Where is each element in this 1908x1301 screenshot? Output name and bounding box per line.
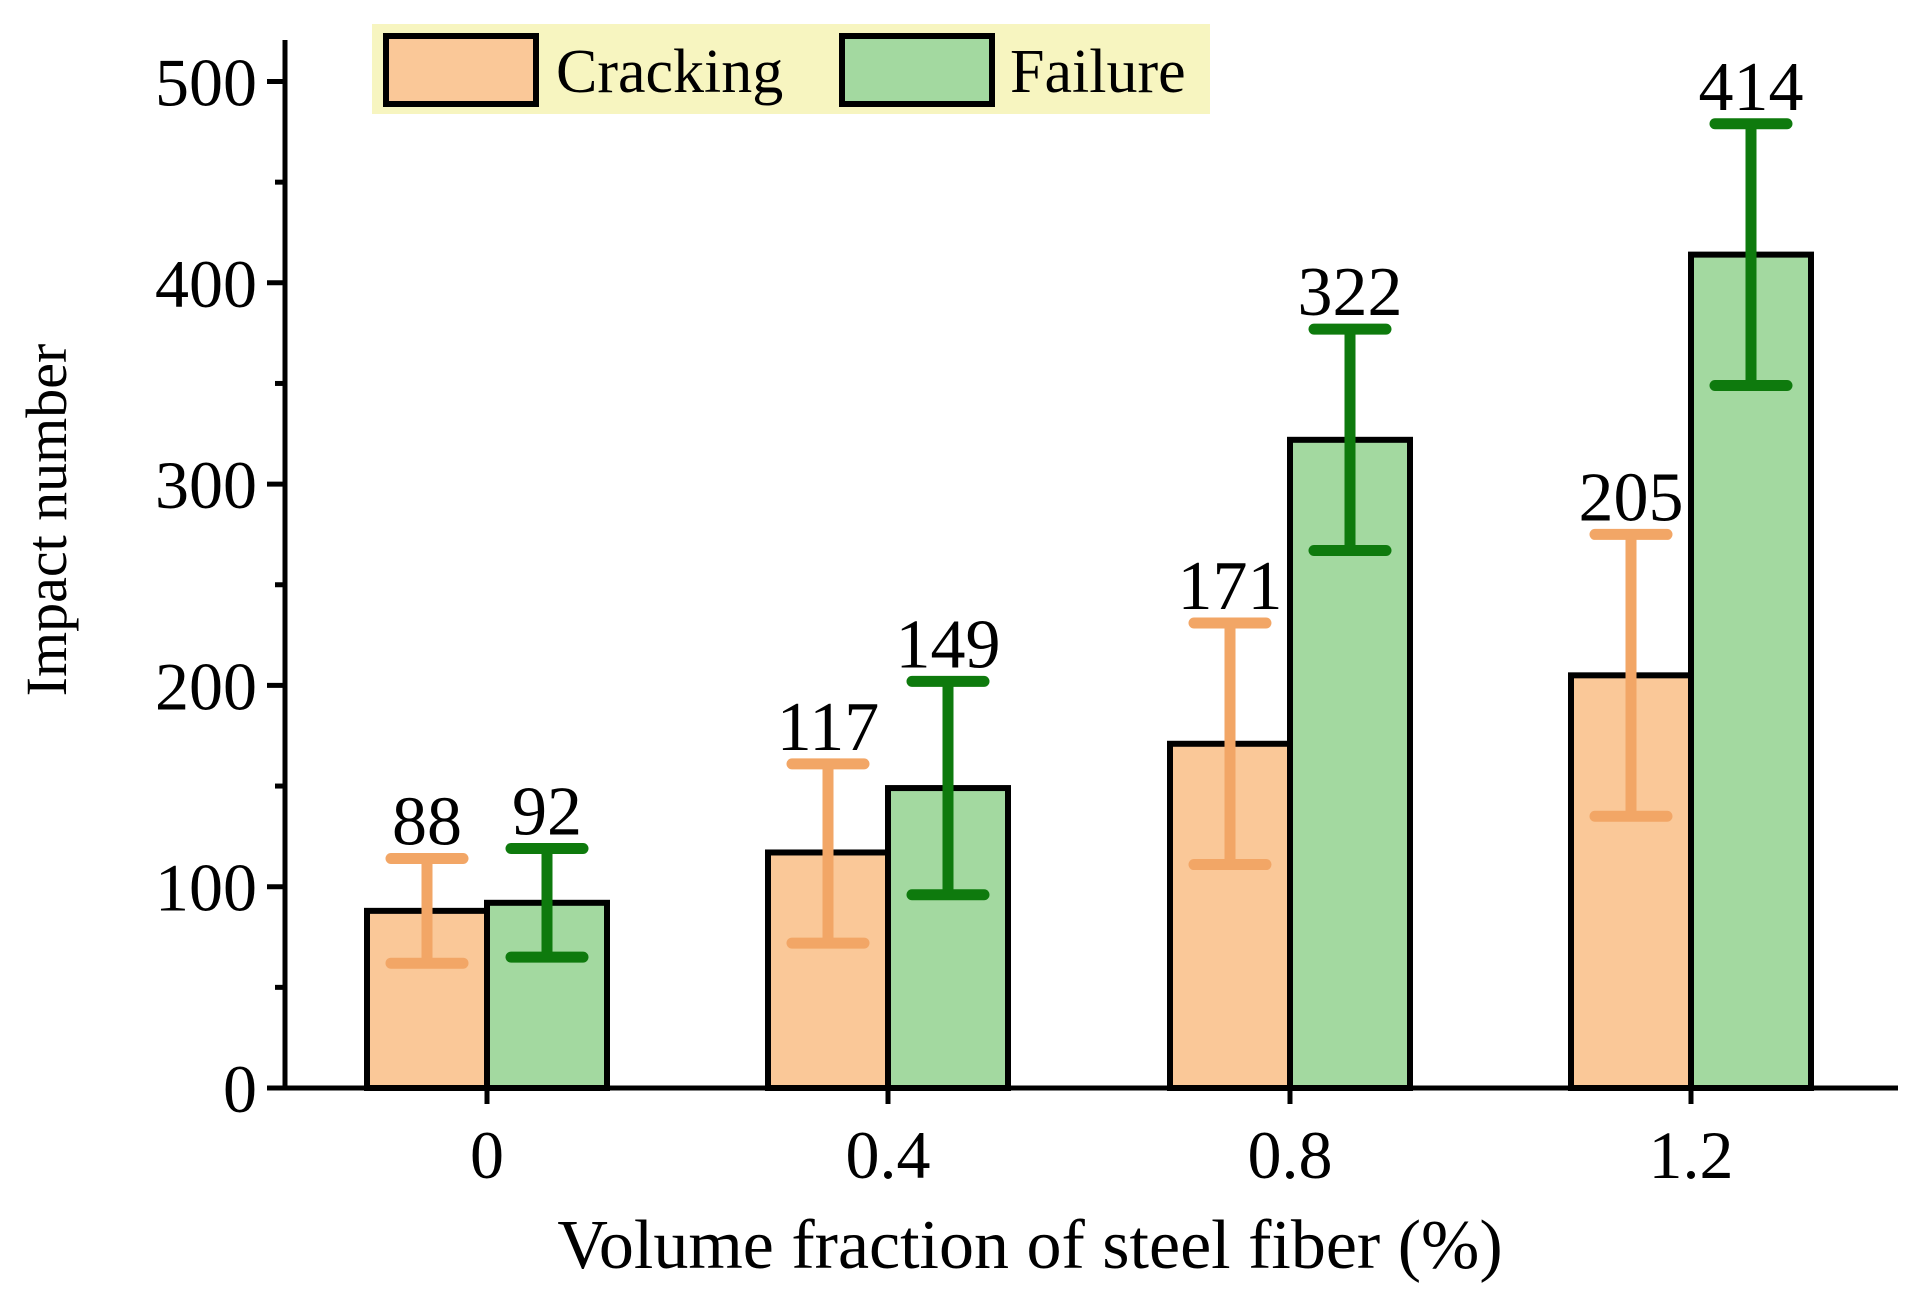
legend-item-failure: Failure	[839, 33, 1186, 107]
x-tick-label: 0.4	[846, 1117, 931, 1193]
legend-label-failure: Failure	[1010, 38, 1186, 106]
value-label-failure-3: 414	[1699, 49, 1804, 126]
value-label-cracking-1: 117	[777, 689, 879, 766]
error-bar-failure-1	[906, 675, 990, 901]
error-bar-failure-3	[1709, 118, 1793, 391]
axes: 0 100 200 300 400 500 0 0.4 0.8 1.2	[155, 40, 1898, 1193]
error-bar-cracking-2	[1188, 617, 1272, 871]
value-label-failure-2: 322	[1298, 254, 1403, 331]
x-tick-label: 0.8	[1248, 1117, 1333, 1193]
bars-layer	[364, 251, 1814, 1092]
legend: Cracking Failure	[372, 24, 1210, 114]
y-tick-label: 100	[155, 850, 257, 926]
y-tick-label: 0	[223, 1051, 257, 1127]
legend-label-cracking: Cracking	[556, 38, 783, 106]
y-tick-label: 300	[155, 447, 257, 523]
x-tick-label: 1.2	[1649, 1117, 1734, 1193]
error-bars-layer	[385, 118, 1793, 969]
x-tick-label: 0	[470, 1117, 504, 1193]
y-tick-label: 400	[155, 246, 257, 322]
value-label-failure-1: 149	[896, 606, 1001, 683]
legend-swatch-cracking	[383, 33, 539, 107]
legend-swatch-failure	[839, 33, 995, 107]
error-bar-cracking-0	[385, 853, 469, 969]
value-label-cracking-0: 88	[392, 784, 462, 861]
y-axis-title: Impact number	[14, 344, 79, 697]
error-bar-cracking-1	[786, 758, 870, 949]
x-axis-title: Volume fraction of steel fiber (%)	[557, 1207, 1502, 1284]
error-bar-cracking-3	[1589, 528, 1673, 822]
value-label-cracking-3: 205	[1579, 459, 1684, 536]
value-labels-layer: 88 117 171 205 92 149 322 414	[392, 49, 1804, 861]
y-tick-label: 500	[155, 45, 257, 121]
value-label-cracking-2: 171	[1178, 548, 1283, 625]
value-label-failure-0: 92	[512, 773, 582, 850]
error-bar-failure-2	[1308, 323, 1392, 557]
legend-item-cracking: Cracking	[383, 33, 783, 107]
bar-failure-3	[1688, 251, 1814, 1092]
error-bar-failure-0	[505, 842, 589, 963]
y-tick-label: 200	[155, 648, 257, 724]
